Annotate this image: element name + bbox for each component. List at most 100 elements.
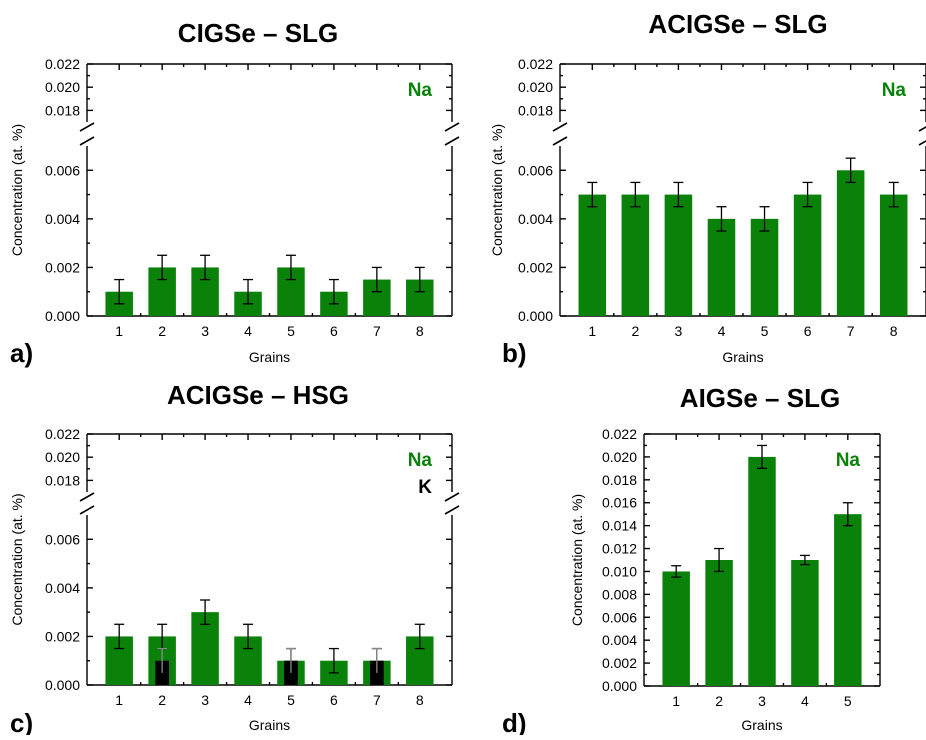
x-tick-label: 2: [158, 323, 166, 339]
axis-break-mark: [444, 136, 460, 146]
x-tick-label: 4: [718, 323, 726, 339]
y-tick-label: 0.022: [45, 426, 80, 442]
chart-panel-a: CIGSe – SLG a) 0.000 0.002 0.004 0.006 0.018 0.…: [9, 18, 460, 368]
x-tick-label: 6: [330, 323, 338, 339]
y-tick-label: 0.002: [518, 259, 553, 275]
axis-break-mark: [79, 136, 95, 146]
axis-break-mark: [79, 505, 95, 515]
bar-na: [705, 560, 733, 686]
bar-k: [155, 660, 170, 685]
panel-label: c): [10, 708, 33, 735]
y-axis-label: Concentration (at. %): [489, 124, 505, 256]
x-tick-label: 8: [890, 323, 898, 339]
axis-break-mark: [79, 492, 95, 502]
x-tick-label: 6: [804, 323, 812, 339]
bar-na: [750, 218, 779, 316]
y-tick-label: 0.004: [45, 580, 80, 596]
y-tick-label: 0.006: [45, 162, 80, 178]
y-tick-label: 0.020: [45, 79, 80, 95]
y-axis-label: Concentration (at. %): [569, 494, 585, 626]
y-tick-label: 0.020: [602, 449, 637, 465]
y-tick-label: 0.010: [602, 563, 637, 579]
bar-na: [793, 194, 822, 316]
y-axis-label: Concentration (at. %): [9, 124, 25, 256]
chart-panel-b: ACIGSe – SLG b) 0.000 0.002 0.004 0.006 0.018 0…: [489, 9, 926, 368]
x-tick-label: 1: [115, 692, 123, 708]
axis-break-mark: [444, 122, 460, 132]
x-tick-label: 5: [287, 323, 295, 339]
legend-entry-na: Na: [836, 450, 861, 471]
x-tick-label: 5: [761, 323, 769, 339]
x-tick-label: 2: [715, 693, 723, 709]
chart-title: ACIGSe – HSG: [167, 380, 349, 410]
bar-na: [748, 456, 776, 686]
y-tick-label: 0.020: [45, 449, 80, 465]
bar-na: [621, 194, 650, 316]
bar-k: [284, 660, 298, 685]
y-tick-label: 0.000: [45, 308, 80, 324]
x-axis-label: Grains: [722, 349, 763, 365]
panel-label: b): [502, 338, 527, 368]
bar-na: [879, 194, 908, 316]
x-tick-label: 3: [201, 323, 209, 339]
axis-break-mark: [79, 122, 95, 132]
x-tick-label: 2: [631, 323, 639, 339]
bar-na: [834, 514, 862, 686]
x-tick-label: 8: [416, 692, 424, 708]
chart-title: AIGSe – SLG: [680, 383, 840, 413]
y-tick-label: 0.012: [602, 541, 637, 557]
x-axis-label: Grains: [249, 349, 290, 365]
x-tick-label: 3: [675, 323, 683, 339]
y-tick-label: 0.002: [45, 628, 80, 644]
y-tick-label: 0.018: [45, 472, 80, 488]
x-tick-label: 4: [244, 692, 252, 708]
bar-k: [369, 660, 384, 685]
x-tick-label: 4: [244, 323, 252, 339]
x-tick-label: 5: [287, 692, 295, 708]
panel-label: d): [502, 708, 527, 735]
y-tick-label: 0.000: [45, 677, 80, 693]
x-tick-label: 1: [115, 323, 123, 339]
x-tick-label: 3: [758, 693, 766, 709]
legend-entry-k: K: [418, 477, 432, 498]
chart-panel-c: ACIGSe – HSG c) 0.000 0.002 0.004 0.006 0.018 0…: [9, 380, 460, 738]
x-tick-label: 3: [201, 692, 209, 708]
bar-na: [662, 571, 690, 686]
y-tick-label: 0.020: [518, 79, 553, 95]
y-tick-label: 0.004: [518, 211, 553, 227]
y-axis-label: Concentration (at. %): [9, 493, 25, 625]
axis-break-mark: [552, 122, 568, 132]
bar-na: [791, 560, 819, 686]
axis-break-mark: [918, 126, 926, 132]
axis-break-mark: [444, 505, 460, 515]
y-tick-label: 0.006: [45, 531, 80, 547]
y-tick-label: 0.002: [602, 655, 637, 671]
x-tick-label: 7: [373, 323, 381, 339]
x-tick-label: 7: [847, 323, 855, 339]
y-tick-label: 0.016: [602, 495, 637, 511]
y-tick-label: 0.006: [518, 162, 553, 178]
axis-break-mark: [444, 492, 460, 502]
y-tick-label: 0.022: [45, 56, 80, 72]
x-tick-label: 5: [844, 693, 852, 709]
x-tick-label: 1: [672, 693, 680, 709]
y-tick-label: 0.000: [602, 678, 637, 694]
panel-label: a): [10, 338, 33, 368]
bar-na: [836, 170, 865, 316]
x-tick-label: 1: [588, 323, 596, 339]
x-tick-label: 6: [330, 692, 338, 708]
chart-title: CIGSe – SLG: [178, 18, 338, 48]
x-axis-label: Grains: [741, 717, 782, 733]
y-tick-label: 0.006: [602, 609, 637, 625]
x-tick-label: 8: [416, 323, 424, 339]
y-tick-label: 0.004: [45, 211, 80, 227]
chart-title: ACIGSe – SLG: [648, 9, 827, 39]
bar-na: [664, 194, 693, 316]
bar-na: [578, 194, 607, 316]
legend-entry-na: Na: [408, 80, 433, 101]
bar-na: [707, 218, 736, 316]
y-tick-label: 0.004: [602, 632, 637, 648]
y-tick-label: 0.014: [602, 518, 637, 534]
x-tick-label: 2: [158, 692, 166, 708]
